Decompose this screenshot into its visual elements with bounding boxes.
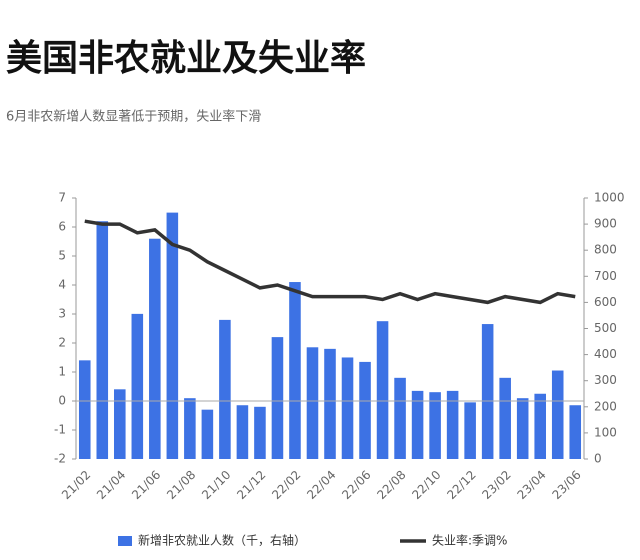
bar (289, 282, 301, 459)
bar (516, 398, 529, 459)
bar (429, 392, 441, 459)
bar (499, 377, 511, 459)
y2-tick-label: 0 (594, 452, 602, 466)
y2-tick-label: 500 (594, 321, 617, 335)
bar (464, 402, 476, 459)
x-tick-label: 22/08 (374, 468, 408, 502)
bar (376, 321, 389, 459)
x-tick-label: 23/06 (549, 468, 583, 502)
bar (551, 370, 564, 459)
bar (569, 405, 582, 459)
bar (149, 238, 161, 459)
x-tick-label: 21/02 (59, 468, 93, 502)
y-tick-label: 7 (58, 191, 66, 205)
chart-title: 美国非农就业及失业率 (6, 38, 366, 79)
y2-tick-label: 400 (594, 347, 617, 361)
x-tick-label: 21/04 (94, 468, 128, 502)
y-tick-label: 4 (58, 278, 66, 292)
y-tick-label: 5 (58, 249, 66, 263)
bar (219, 319, 231, 459)
y2-tick-label: 200 (594, 399, 617, 413)
bar (254, 406, 266, 459)
bar (481, 324, 494, 459)
y2-tick-label: 300 (594, 373, 617, 387)
x-tick-label: 22/04 (304, 468, 338, 502)
bar (236, 405, 249, 459)
bar (78, 360, 91, 459)
y-tick-label: 3 (58, 307, 66, 321)
bar (271, 337, 284, 459)
x-tick-label: 23/04 (514, 468, 548, 502)
y-tick-label: 6 (58, 220, 66, 234)
legend-label: 失业率:季调% (432, 533, 507, 548)
bar (324, 348, 336, 459)
y2-tick-label: 1000 (594, 191, 625, 205)
x-tick-label: 21/12 (234, 468, 268, 502)
x-tick-label: 22/06 (339, 468, 373, 502)
x-tick-label: 21/10 (199, 468, 233, 502)
y2-tick-label: 900 (594, 217, 617, 231)
bar (534, 393, 546, 459)
y-tick-label: 0 (58, 394, 66, 408)
legend-label: 新增非农就业人数（千，右轴） (138, 533, 306, 548)
y2-tick-label: 700 (594, 269, 617, 283)
chart-subtitle: 6月非农新增人数显著低于预期，失业率下滑 (6, 109, 261, 125)
x-tick-label: 23/02 (479, 468, 513, 502)
bar (446, 390, 459, 459)
y2-tick-label: 600 (594, 295, 617, 309)
y2-tick-label: 100 (594, 425, 617, 439)
x-tick-label: 22/02 (269, 468, 303, 502)
bar (166, 212, 179, 459)
y2-tick-label: 800 (594, 243, 617, 257)
bar (341, 357, 354, 459)
bar (96, 221, 109, 459)
bar (359, 361, 371, 459)
legend-swatch (118, 536, 132, 546)
y-tick-label: -2 (54, 452, 66, 466)
bar (306, 347, 319, 459)
bar (184, 398, 196, 459)
bar (411, 390, 424, 459)
x-tick-label: 21/08 (164, 468, 198, 502)
line (84, 219, 576, 305)
x-tick-label: 22/10 (409, 468, 443, 502)
y-tick-label: 1 (58, 365, 66, 379)
x-tick-label: 21/06 (129, 468, 163, 502)
bar (201, 409, 214, 459)
y-tick-label: -1 (54, 423, 66, 437)
x-tick-label: 22/12 (444, 468, 478, 502)
bar (114, 389, 126, 459)
y-tick-label: 2 (58, 336, 66, 350)
bar (131, 313, 144, 459)
bar (394, 377, 406, 459)
